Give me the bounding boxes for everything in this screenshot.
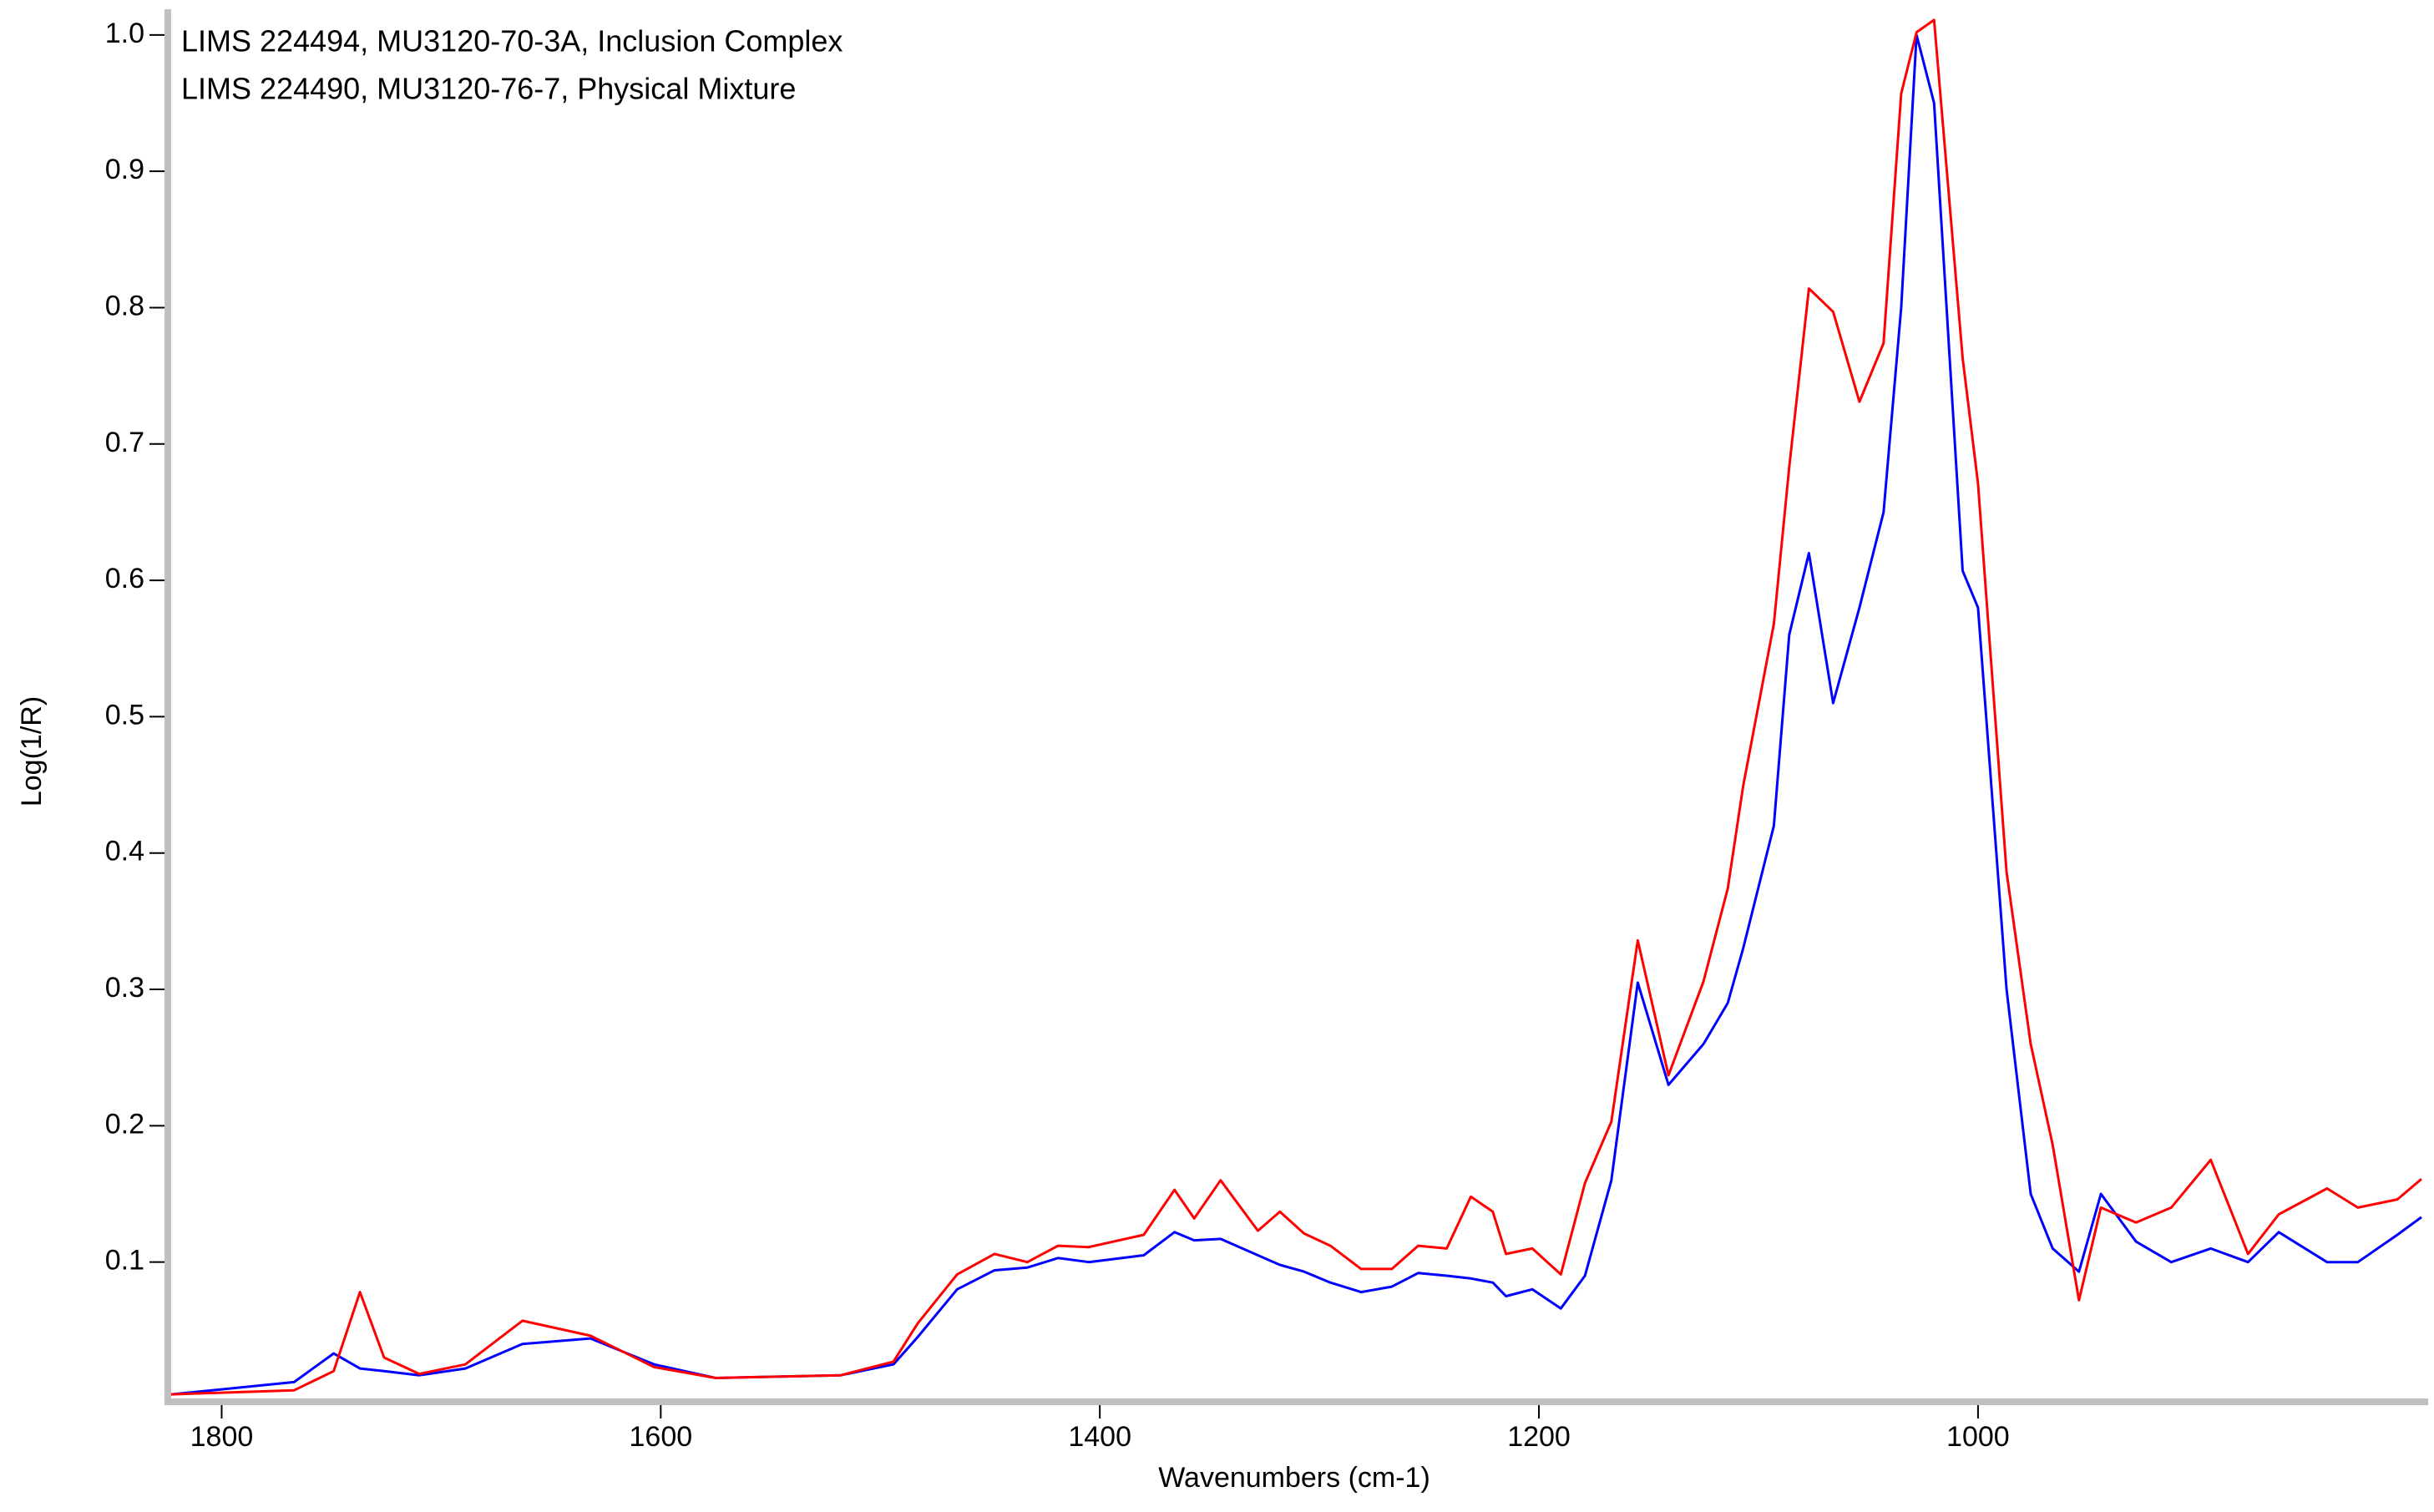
y-tick-label: 0.2: [105, 1108, 144, 1140]
legend-entry: LIMS 224494, MU3120-70-3A, Inclusion Com…: [181, 24, 843, 58]
y-tick-label: 0.8: [105, 290, 144, 321]
x-tick-label: 1800: [190, 1421, 254, 1453]
x-tick-label: 1400: [1068, 1421, 1131, 1453]
series-line: [170, 18, 2422, 1396]
series-line: [170, 33, 2422, 1396]
x-tick-label: 1600: [630, 1421, 693, 1453]
y-tick-label: 0.4: [105, 836, 144, 867]
x-axis-title: Wavenumbers (cm-1): [1158, 1462, 1430, 1494]
y-axis-title: Log(1/R): [16, 696, 48, 807]
y-tick-label: 0.3: [105, 972, 144, 1004]
legend-entry: LIMS 224490, MU3120-76-7, Physical Mixtu…: [181, 72, 796, 106]
y-tick-label: 0.5: [105, 699, 144, 731]
y-tick-label: 0.1: [105, 1245, 144, 1277]
y-tick-label: 0.6: [105, 563, 144, 594]
x-axis: [164, 1398, 2428, 1405]
y-tick-label: 1.0: [105, 18, 144, 49]
y-tick-label: 0.9: [105, 154, 144, 185]
y-axis: [164, 9, 171, 1405]
x-tick-label: 1200: [1507, 1421, 1571, 1453]
x-tick-label: 1000: [1946, 1421, 2010, 1453]
y-tick-label: 0.7: [105, 427, 144, 458]
